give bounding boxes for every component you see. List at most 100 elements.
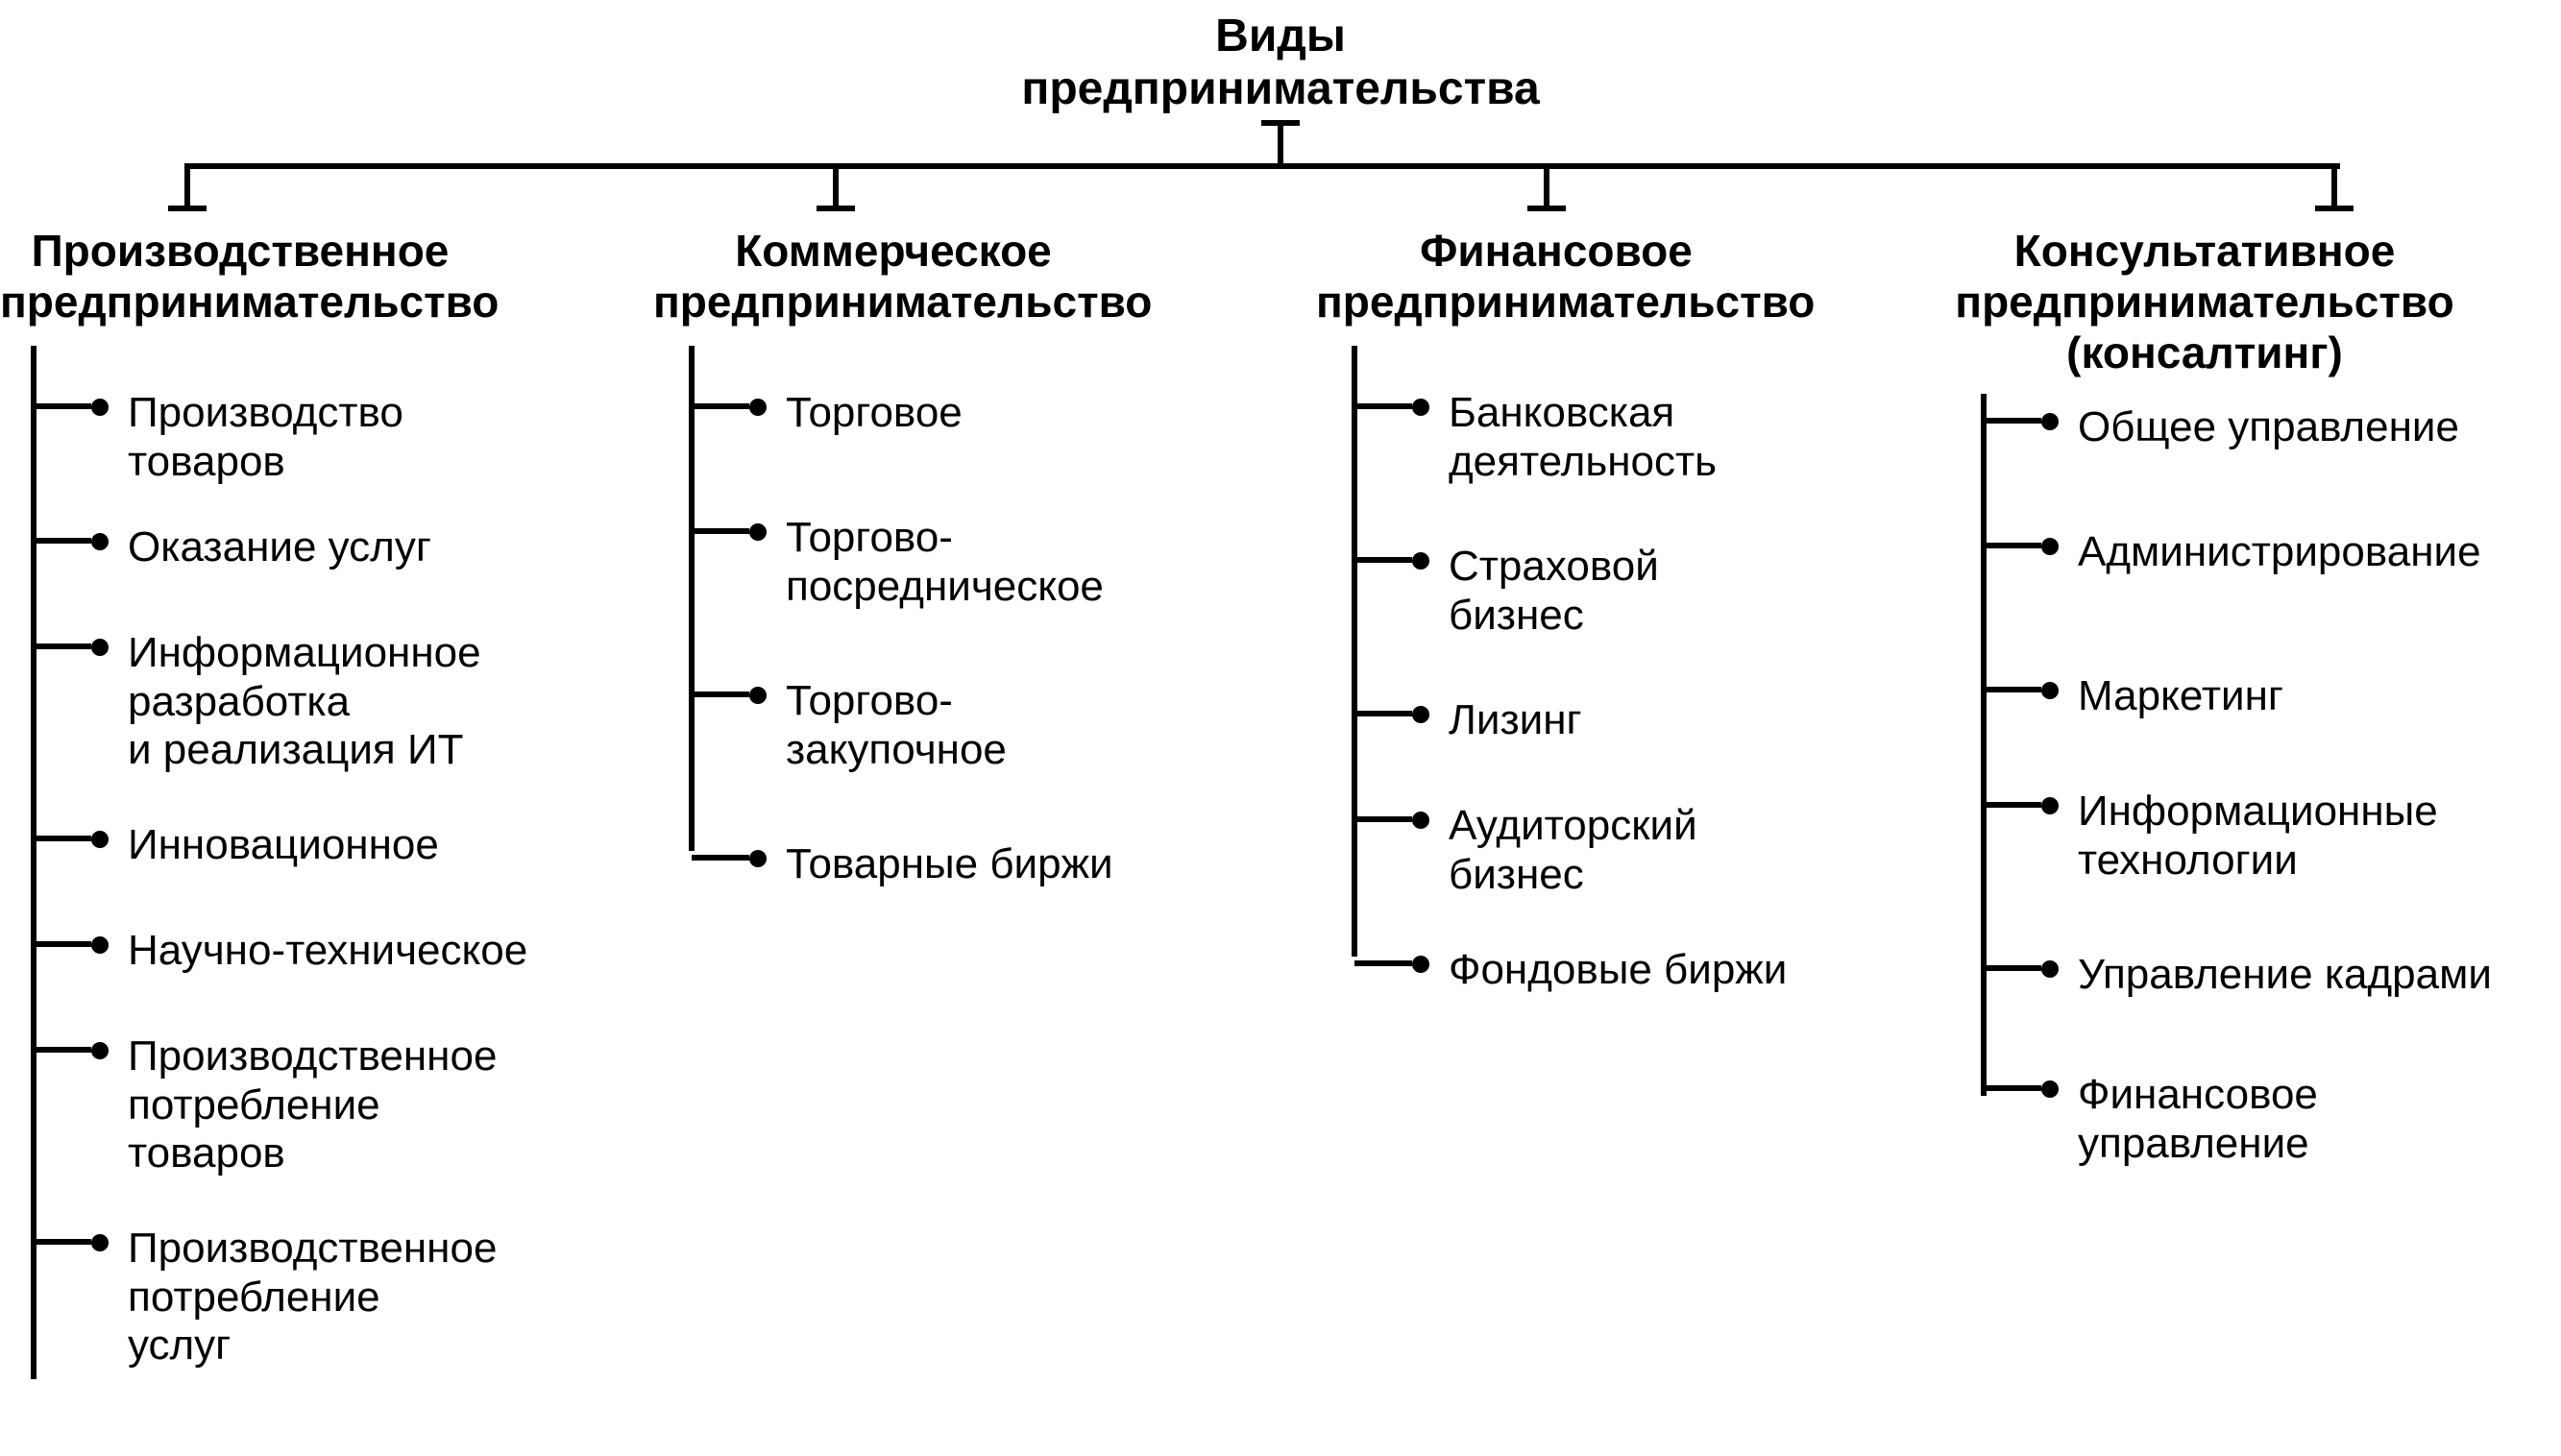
bullet-icon	[749, 687, 767, 704]
item-label: Информационные технологии	[2078, 788, 2438, 885]
item-tick-financial-0	[1354, 403, 1412, 409]
item-tick-consulting-4	[1984, 965, 2041, 971]
bullet-icon	[91, 1042, 109, 1059]
list-item: Страховой бизнес	[1412, 543, 1659, 640]
branch-drop-cap-commercial	[817, 206, 855, 211]
bullet-icon	[1412, 399, 1429, 416]
item-tick-production-2	[34, 643, 91, 649]
item-label: Аудиторский бизнес	[1449, 802, 1697, 899]
bullet-icon	[2041, 960, 2059, 978]
list-item: Производственное потребление услуг	[91, 1225, 497, 1371]
branch-drop-cap-consulting	[2315, 206, 2354, 211]
list-item: Оказание услуг	[91, 523, 431, 572]
item-tick-commercial-3	[692, 855, 749, 861]
item-label: Маркетинг	[2078, 672, 2283, 721]
item-tick-consulting-3	[1984, 802, 2041, 808]
bullet-icon	[2041, 413, 2059, 430]
item-label: Фондовые биржи	[1449, 946, 1787, 995]
list-item: Научно-техническое	[91, 927, 527, 976]
item-label: Управление кадрами	[2078, 951, 2492, 1000]
branch-vline-consulting	[1981, 394, 1987, 1096]
bullet-icon	[2041, 1080, 2059, 1098]
item-tick-consulting-2	[1984, 687, 2041, 692]
bullet-icon	[1412, 956, 1429, 973]
item-tick-production-3	[34, 836, 91, 841]
bullet-icon	[91, 533, 109, 550]
bullet-icon	[91, 936, 109, 954]
item-tick-commercial-1	[692, 528, 749, 534]
list-item: Информационное разработка и реализация И…	[91, 629, 481, 775]
item-tick-consulting-1	[1984, 543, 2041, 548]
bullet-icon	[1412, 706, 1429, 723]
item-label: Торгово- закупочное	[786, 677, 1007, 774]
item-tick-financial-3	[1354, 816, 1412, 822]
list-item: Лизинг	[1412, 696, 1582, 745]
item-tick-financial-2	[1354, 711, 1412, 716]
item-label: Производство товаров	[128, 389, 403, 486]
item-label: Товарные биржи	[786, 840, 1113, 889]
item-tick-production-0	[34, 403, 91, 409]
root-stem-cap	[1261, 120, 1300, 126]
branch-vline-financial	[1352, 346, 1357, 957]
branch-title-consulting: Консультативное предпринимательство (кон…	[1945, 226, 2464, 378]
item-label: Информационное разработка и реализация И…	[128, 629, 481, 775]
root-stem	[1278, 120, 1283, 169]
item-tick-production-1	[34, 538, 91, 544]
bullet-icon	[2041, 797, 2059, 814]
item-label: Финансовое управление	[2078, 1071, 2318, 1168]
bullet-icon	[749, 850, 767, 867]
root-title: Виды предпринимательства	[1021, 10, 1539, 115]
list-item: Инновационное	[91, 821, 439, 870]
item-label: Производственное потребление услуг	[128, 1225, 497, 1371]
item-tick-consulting-0	[1984, 418, 2041, 424]
item-tick-financial-4	[1354, 960, 1412, 966]
list-item: Управление кадрами	[2041, 951, 2492, 1000]
item-label: Лизинг	[1449, 696, 1582, 745]
branch-vline-commercial	[689, 346, 695, 851]
list-item: Банковская деятельность	[1412, 389, 1717, 486]
diagram-canvas: Виды предпринимательства Производственно…	[0, 0, 2561, 1456]
bullet-icon	[749, 523, 767, 541]
branch-drop-cap-production	[168, 206, 207, 211]
list-item: Товарные биржи	[749, 840, 1113, 889]
bullet-icon	[91, 831, 109, 848]
branch-vline-production	[31, 346, 37, 1379]
item-label: Инновационное	[128, 821, 439, 870]
item-label: Страховой бизнес	[1449, 543, 1659, 640]
list-item: Аудиторский бизнес	[1412, 802, 1697, 899]
list-item: Торговое	[749, 389, 963, 438]
bullet-icon	[91, 399, 109, 416]
bullet-icon	[1412, 812, 1429, 829]
item-label: Научно-техническое	[128, 927, 527, 976]
list-item: Общее управление	[2041, 403, 2459, 452]
list-item: Производственное потребление товаров	[91, 1032, 497, 1178]
item-tick-commercial-2	[692, 692, 749, 697]
branch-title-commercial: Коммерческое предпринимательство	[653, 226, 1134, 328]
bullet-icon	[91, 639, 109, 656]
item-label: Торгово- посредническое	[786, 514, 1104, 611]
branch-drop-financial	[1544, 163, 1549, 211]
list-item: Производство товаров	[91, 389, 403, 486]
item-tick-consulting-5	[1984, 1085, 2041, 1091]
list-item: Торгово- закупочное	[749, 677, 1007, 774]
bullet-icon	[91, 1234, 109, 1251]
item-tick-production-5	[34, 1047, 91, 1053]
branch-title-financial: Финансовое предпринимательство	[1316, 226, 1796, 328]
item-tick-financial-1	[1354, 557, 1412, 563]
bullet-icon	[1412, 552, 1429, 570]
bullet-icon	[749, 399, 767, 416]
item-label: Банковская деятельность	[1449, 389, 1717, 486]
item-label: Администрирование	[2078, 528, 2481, 577]
item-tick-production-6	[34, 1239, 91, 1245]
item-label: Производственное потребление товаров	[128, 1032, 497, 1178]
item-label: Оказание услуг	[128, 523, 431, 572]
bullet-icon	[2041, 682, 2059, 699]
list-item: Администрирование	[2041, 528, 2481, 577]
branch-drop-production	[184, 163, 190, 211]
list-item: Финансовое управление	[2041, 1071, 2318, 1168]
list-item: Маркетинг	[2041, 672, 2283, 721]
branch-drop-consulting	[2331, 163, 2337, 211]
branch-title-production: Производственное предпринимательство	[0, 226, 480, 328]
item-label: Общее управление	[2078, 403, 2459, 452]
list-item: Торгово- посредническое	[749, 514, 1104, 611]
